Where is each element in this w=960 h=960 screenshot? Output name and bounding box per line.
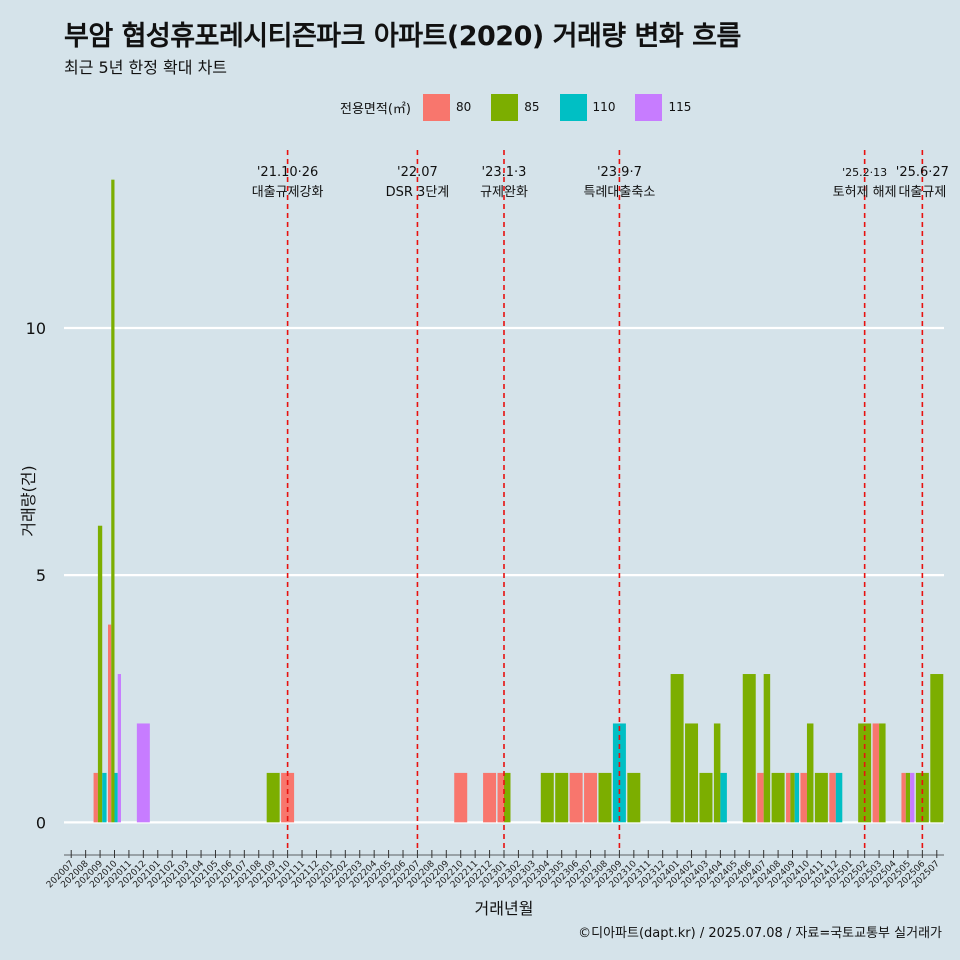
- event-date-1: '22.07: [397, 165, 438, 180]
- bar-202210-80: [454, 772, 468, 823]
- chart-title: 부암 협성휴포레시티즌파크 아파트(2020) 거래량 변화 흐름: [64, 21, 741, 52]
- bar-202009-85: [97, 525, 103, 823]
- bar-202009-80: [93, 772, 98, 823]
- bar-202407-80: [757, 772, 764, 823]
- y-tick-label-10: 10: [26, 319, 46, 338]
- bar-202407-85: [763, 674, 771, 823]
- bar-202301-80: [497, 772, 504, 823]
- legend-label-115: 115: [668, 100, 692, 114]
- event-label-2: 규제완화: [480, 185, 528, 200]
- bar-202212-80: [483, 772, 497, 823]
- legend-swatch-85: [491, 93, 519, 121]
- bar-202110-80: [281, 772, 295, 823]
- event-date-5: '25.6·27: [896, 165, 949, 180]
- y-tick-label-0: 0: [36, 813, 46, 832]
- bar-202305-85: [555, 772, 569, 823]
- bar-202402-85: [685, 723, 699, 823]
- event-label-3: 특례대출축소: [584, 185, 656, 200]
- bar-202307-80: [584, 772, 598, 823]
- bar-202403-85: [699, 772, 713, 823]
- y-tick-label-5: 5: [36, 566, 46, 585]
- bar-202109-85: [266, 772, 280, 823]
- bar-202010-110: [114, 772, 118, 823]
- bar-202408-85: [771, 772, 785, 823]
- bar-202506-85: [915, 772, 929, 823]
- bar-202409-80: [786, 772, 791, 823]
- bar-202012-115: [136, 723, 150, 823]
- legend: 전용면적(㎡) 80 85 110 115: [340, 93, 705, 121]
- event-date-3: '23.9·7: [597, 165, 642, 180]
- event-label-4: 토허제 해제: [833, 185, 897, 200]
- bar-202503-80: [872, 723, 880, 823]
- bar-202401-85: [670, 674, 684, 823]
- bar-202409-85: [790, 772, 795, 823]
- bar-202010-80: [108, 624, 112, 823]
- legend-label-110: 110: [592, 100, 616, 114]
- bar-202505-85: [905, 772, 911, 823]
- event-label-1: DSR 3단계: [386, 185, 450, 200]
- legend-label-80: 80: [455, 100, 472, 114]
- chart-subtitle: 최근 5년 한정 확대 차트: [64, 58, 228, 77]
- event-date-2: '23.1·3: [482, 165, 527, 180]
- bar-202411-85: [814, 772, 828, 823]
- legend-label-85: 85: [524, 100, 540, 114]
- bar-202507-85: [930, 674, 944, 823]
- bar-202308-85: [598, 772, 612, 823]
- bar-202503-85: [879, 723, 886, 823]
- bar-202310-85: [627, 772, 641, 823]
- legend-swatch-115: [635, 93, 663, 121]
- bar-202505-80: [901, 772, 906, 823]
- bar-202412-110: [835, 772, 843, 823]
- bar-202404-85: [713, 723, 721, 823]
- bar-202010-85: [111, 179, 115, 823]
- bar-202412-80: [829, 772, 836, 823]
- bar-202306-80: [569, 772, 583, 823]
- bar-202410-85: [806, 723, 814, 823]
- bar-202009-110: [102, 772, 107, 823]
- bar-202301-85: [504, 772, 511, 823]
- event-label-5: 대출규제: [898, 185, 946, 200]
- bar-202010-115: [117, 674, 121, 823]
- bar-202404-110: [720, 772, 727, 823]
- bar-202304-85: [540, 772, 554, 823]
- bar-202410-80: [800, 772, 807, 823]
- source-caption: ©디아파트(dapt.kr) / 2025.07.08 / 자료=국토교통부 실…: [578, 926, 942, 941]
- legend-swatch-80: [422, 93, 450, 121]
- legend-swatch-110: [559, 93, 587, 121]
- event-date-0: '21.10·26: [257, 165, 318, 180]
- bar-202505-115: [910, 772, 915, 823]
- event-label-0: 대출규제강화: [252, 185, 324, 200]
- event-date-4: '25.2·13: [842, 166, 887, 179]
- bar-202409-110: [794, 772, 800, 823]
- y-axis-title: 거래량(건): [19, 465, 38, 536]
- bar-202406-85: [742, 674, 756, 823]
- legend-title: 전용면적(㎡): [340, 101, 411, 117]
- x-axis-title: 거래년월: [475, 899, 534, 918]
